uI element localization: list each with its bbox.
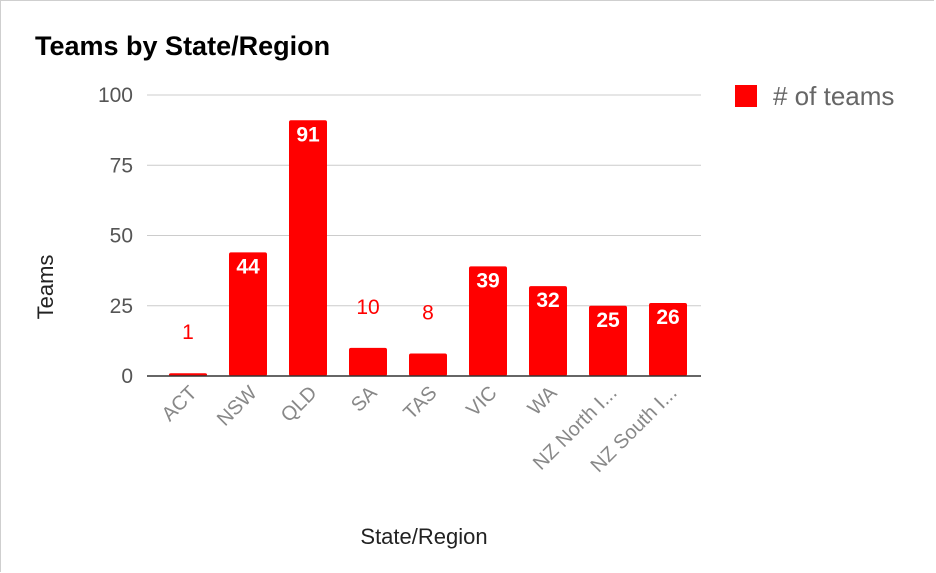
y-tick-label: 0: [121, 365, 133, 388]
data-label: 26: [656, 306, 679, 329]
y-tick-label: 75: [110, 154, 133, 177]
data-label: 8: [422, 302, 434, 325]
x-axis-title: State/Region: [360, 524, 487, 549]
y-tick-label: 50: [110, 225, 133, 248]
x-tick-label: WA: [524, 382, 562, 420]
y-tick-label: 100: [98, 84, 133, 107]
data-label: 32: [536, 289, 559, 312]
x-tick-label: VIC: [462, 382, 501, 421]
bar: [229, 252, 267, 376]
bar: [409, 353, 447, 376]
bar: [289, 120, 327, 376]
legend: # of teams: [735, 81, 894, 111]
data-label: 44: [236, 255, 260, 278]
x-tick-label: SA: [347, 382, 382, 417]
data-label: 10: [356, 296, 379, 319]
data-label: 25: [596, 309, 620, 332]
bar: [649, 302, 687, 376]
x-tick-label: ACT: [158, 382, 202, 426]
data-label: 91: [296, 123, 320, 146]
bar: [469, 266, 507, 376]
bar: [529, 286, 567, 376]
y-axis-title: Teams: [33, 255, 58, 320]
y-axis-ticks: 0 25 50 75 100: [98, 84, 133, 388]
x-tick-label: QLD: [277, 382, 322, 427]
bar: [589, 305, 627, 376]
bar: [349, 347, 387, 376]
x-tick-label: NSW: [213, 382, 262, 431]
y-tick-label: 25: [110, 295, 133, 318]
x-tick-label: TAS: [400, 382, 442, 424]
chart-title: Teams by State/Region: [35, 31, 330, 61]
data-label: 39: [476, 269, 499, 292]
data-label: 1: [182, 321, 194, 344]
legend-swatch: [735, 85, 757, 107]
legend-label: # of teams: [773, 81, 894, 111]
bars: [169, 120, 687, 376]
data-labels: 1 44 91 10 8 39 32 25 26: [182, 123, 680, 344]
